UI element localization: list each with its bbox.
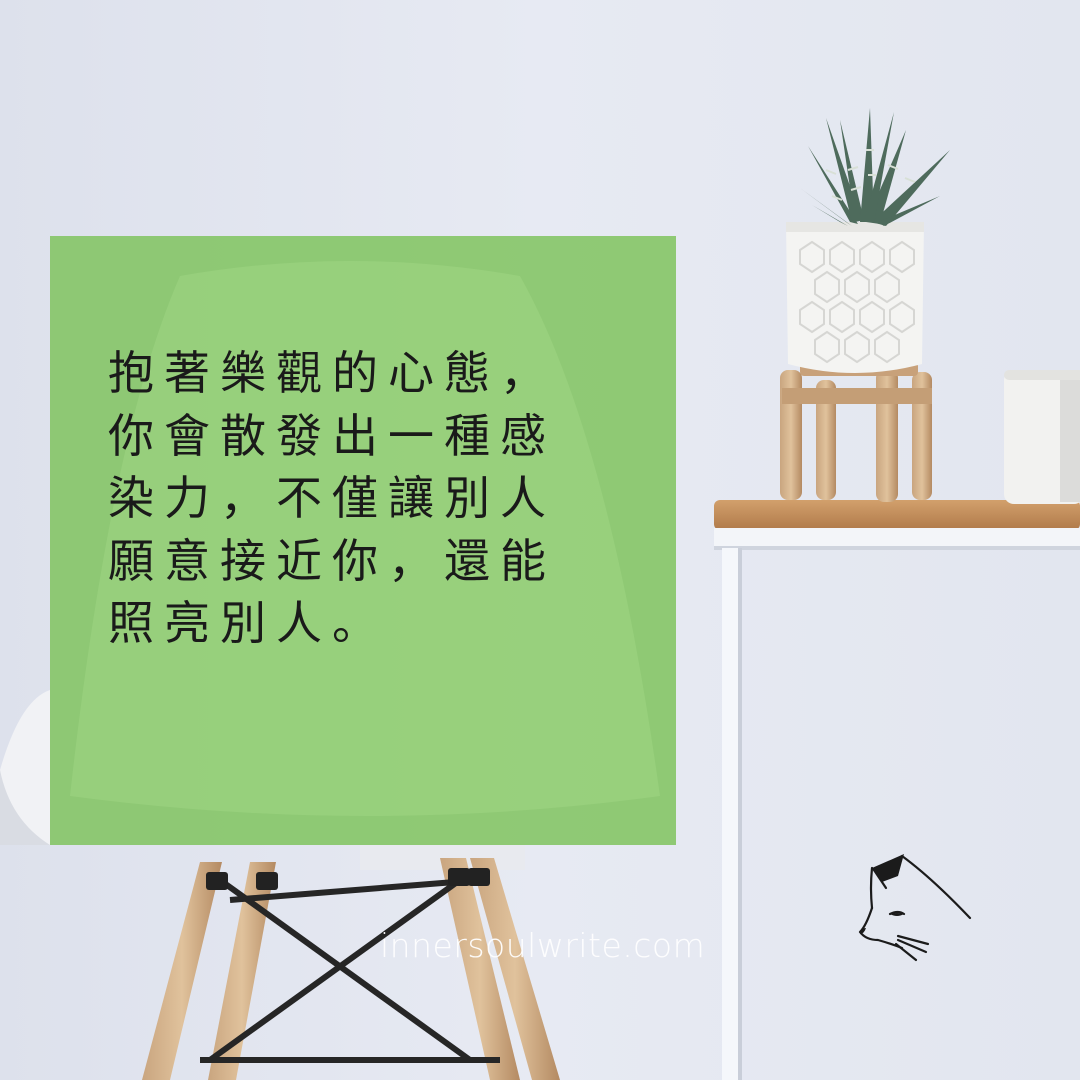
succulent	[800, 108, 950, 226]
side-table	[714, 500, 1080, 1080]
plant-pot	[786, 222, 924, 373]
cat-head-icon	[858, 854, 972, 962]
chair	[0, 690, 560, 1080]
quote-text: 抱著樂觀的心態， 你會散發出一種感 染力，不僅讓別人 願意接近你，還能 照亮別人…	[108, 342, 648, 655]
mug	[1004, 370, 1080, 504]
quote-panel	[50, 236, 676, 845]
quote-line: 抱著樂觀的心態，	[108, 346, 556, 400]
website-url: innersoulwrite.com	[380, 926, 706, 965]
quote-line: 你會散發出一種感	[108, 408, 556, 463]
chair-back-silhouette	[70, 261, 660, 816]
quote-line: 染力，不僅讓別人	[108, 471, 556, 525]
quote-line: 願意接近你，還能	[108, 533, 556, 588]
quote-line: 照亮別人。	[108, 596, 388, 650]
